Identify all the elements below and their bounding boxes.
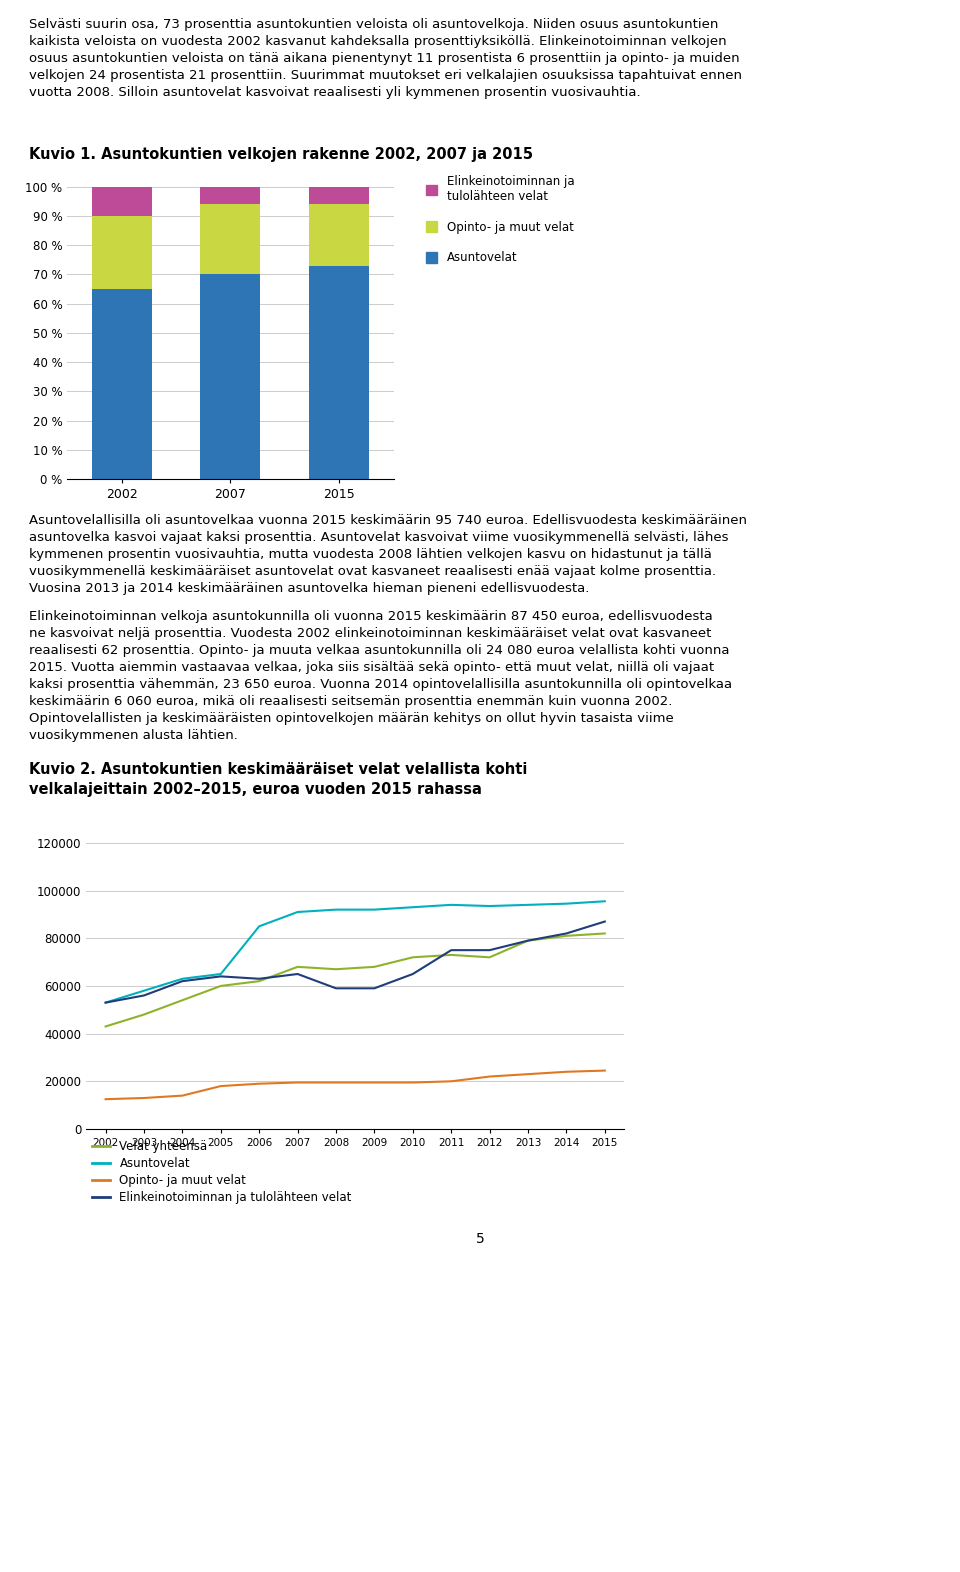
Bar	[309, 266, 370, 479]
Text: Kuvio 2. Asuntokuntien keskimääräiset velat velallista kohti
velkalajeittain 200: Kuvio 2. Asuntokuntien keskimääräiset ve…	[29, 762, 527, 797]
Bar	[309, 187, 370, 204]
Legend: Elinkeinotoiminnan ja
tulolähteen velat, Opinto- ja muut velat, Asuntovelat: Elinkeinotoiminnan ja tulolähteen velat,…	[425, 174, 574, 264]
Bar	[309, 204, 370, 266]
Text: Asuntovelallisilla oli asuntovelkaa vuonna 2015 keskimäärin 95 740 euroa. Edelli: Asuntovelallisilla oli asuntovelkaa vuon…	[29, 514, 747, 594]
Bar	[201, 274, 260, 479]
Text: Elinkeinotoiminnan velkoja asuntokunnilla oli vuonna 2015 keskimäärin 87 450 eur: Elinkeinotoiminnan velkoja asuntokunnill…	[29, 610, 732, 742]
Text: Selvästi suurin osa, 73 prosenttia asuntokuntien veloista oli asuntovelkoja. Nii: Selvästi suurin osa, 73 prosenttia asunt…	[29, 17, 742, 99]
Text: Kuvio 1. Asuntokuntien velkojen rakenne 2002, 2007 ja 2015: Kuvio 1. Asuntokuntien velkojen rakenne …	[29, 148, 533, 162]
Bar	[92, 187, 152, 215]
Bar	[92, 289, 152, 479]
Bar	[92, 215, 152, 289]
Legend: Velat yhteensä, Asuntovelat, Opinto- ja muut velat, Elinkeinotoiminnan ja tulolä: Velat yhteensä, Asuntovelat, Opinto- ja …	[92, 1140, 351, 1204]
Bar	[201, 204, 260, 274]
Text: 5: 5	[475, 1232, 485, 1247]
Bar	[201, 187, 260, 204]
